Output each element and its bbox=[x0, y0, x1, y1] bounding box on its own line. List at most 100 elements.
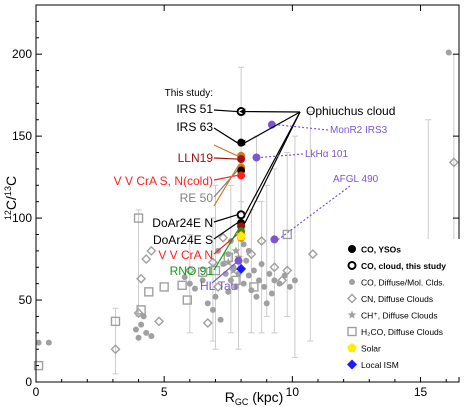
data-point bbox=[146, 245, 157, 256]
data-point bbox=[252, 153, 261, 162]
annotation-ophiuchus: Ophiuchus cloud bbox=[306, 104, 395, 118]
legend: CO, YSOs CO, cloud, this study CO, Diffuse… bbox=[344, 239, 460, 377]
data-point bbox=[213, 281, 224, 292]
legend-label: CH⁺, Diffuse Clouds bbox=[361, 311, 438, 321]
y-axis-label-mid: 13 bbox=[3, 186, 13, 196]
data-point bbox=[232, 283, 239, 290]
y-axis-label-pre: 12 bbox=[3, 210, 13, 220]
annotation-line bbox=[275, 124, 329, 131]
x-tick-label: 0 bbox=[33, 385, 40, 399]
annotation-line bbox=[213, 127, 238, 144]
data-point bbox=[266, 270, 273, 277]
annotation-rno91: RNO 91 bbox=[170, 264, 214, 278]
annotation-doar24es: DoAr24E S bbox=[153, 233, 213, 247]
data-point bbox=[250, 267, 257, 274]
y-axis-label: 12C/13C bbox=[3, 176, 19, 220]
x-axis-label-unit: (kpc) bbox=[248, 389, 283, 405]
data-point bbox=[253, 293, 260, 300]
error-bars bbox=[112, 53, 457, 375]
annotation-monr2: MonR2 IRS3 bbox=[330, 125, 388, 136]
data-point bbox=[261, 283, 268, 290]
data-point bbox=[245, 247, 252, 254]
annotation-doar24en: DoAr24E N bbox=[152, 216, 213, 230]
data-point bbox=[154, 316, 165, 327]
data-point bbox=[133, 213, 144, 223]
data-point bbox=[184, 265, 195, 276]
data-point bbox=[270, 235, 279, 244]
data-point bbox=[182, 295, 192, 305]
data-point bbox=[186, 280, 193, 287]
legend-label: Solar bbox=[361, 344, 381, 354]
annotation-line bbox=[213, 109, 238, 113]
data-point bbox=[236, 210, 246, 220]
data-point bbox=[231, 246, 241, 255]
y-tick-label: 200 bbox=[12, 47, 32, 61]
data-point bbox=[212, 293, 219, 300]
y-tick-label: 50 bbox=[19, 293, 33, 307]
annotation-lln19: LLN19 bbox=[178, 151, 214, 165]
annotation-this-study: This study: bbox=[165, 88, 213, 99]
data-point bbox=[110, 316, 121, 327]
data-point bbox=[202, 318, 213, 328]
legend-label: Local ISM bbox=[361, 360, 399, 370]
data-point bbox=[237, 171, 246, 180]
data-point bbox=[277, 275, 288, 286]
legend-label: CO, cloud, this study bbox=[361, 261, 446, 271]
x-axis-label-main: R bbox=[225, 389, 235, 405]
data-point bbox=[276, 280, 283, 287]
annotation-irs51: IRS 51 bbox=[176, 102, 213, 116]
legend-label: CO, YSOs bbox=[361, 245, 401, 255]
data-point bbox=[237, 155, 246, 164]
data-point bbox=[138, 321, 145, 328]
data-point bbox=[181, 274, 188, 281]
annotation-vvcra-n: V V CrA N bbox=[158, 248, 213, 262]
data-point bbox=[245, 272, 252, 279]
data-point bbox=[141, 254, 152, 265]
data-point bbox=[204, 300, 211, 307]
arrowhead bbox=[239, 139, 246, 146]
data-point bbox=[197, 267, 208, 277]
x-axis-label: RGC (kpc) bbox=[225, 389, 284, 407]
legend-label: CN, Diffuse Clouds bbox=[361, 294, 433, 304]
data-point bbox=[282, 265, 293, 276]
data-point bbox=[133, 308, 144, 319]
data-point bbox=[246, 249, 257, 260]
data-point bbox=[159, 282, 169, 292]
data-point bbox=[286, 283, 293, 290]
data-point bbox=[271, 277, 278, 284]
data-point bbox=[136, 273, 147, 284]
data-point bbox=[240, 241, 247, 248]
annotation-line bbox=[213, 230, 238, 271]
data-point bbox=[217, 316, 224, 323]
annotation-line bbox=[213, 222, 238, 240]
annotation-line bbox=[213, 174, 238, 181]
legend-box bbox=[344, 239, 460, 377]
legend-marker bbox=[347, 343, 357, 352]
x-axis-label-sub: GC bbox=[235, 397, 249, 407]
data-point bbox=[256, 236, 267, 247]
data-point bbox=[223, 252, 233, 263]
legend-label: CO, Diffuse/Mol. Clds. bbox=[361, 278, 445, 288]
data-point bbox=[307, 249, 318, 260]
data-point bbox=[229, 266, 238, 275]
annotation-line bbox=[213, 157, 238, 160]
legend-marker bbox=[347, 293, 357, 304]
data-point bbox=[199, 277, 206, 284]
legend-marker bbox=[347, 310, 357, 319]
arrowhead bbox=[239, 108, 246, 115]
data-point bbox=[445, 49, 452, 56]
legend-marker bbox=[349, 279, 355, 285]
data-point bbox=[33, 360, 44, 371]
annotation-line bbox=[211, 260, 239, 284]
data-point bbox=[148, 333, 155, 340]
annotation-line bbox=[244, 111, 301, 216]
data-point bbox=[220, 260, 227, 267]
data-point bbox=[448, 157, 459, 168]
y-tick-label: 150 bbox=[12, 129, 32, 143]
annotation-line bbox=[244, 111, 301, 224]
data-point bbox=[140, 313, 147, 320]
data-point bbox=[177, 280, 187, 290]
annotation-vvcra-s: V V CrA S, N(cold) bbox=[114, 174, 213, 188]
